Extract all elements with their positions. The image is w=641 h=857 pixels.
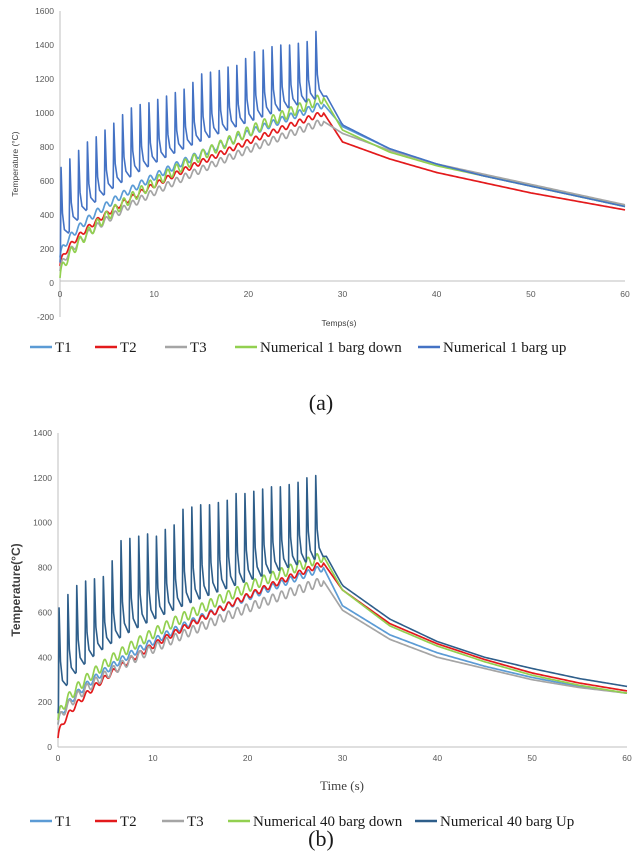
- series-line: [57, 553, 628, 721]
- y-tick-label: 400: [38, 652, 52, 662]
- x-tick-label: 40: [432, 289, 442, 299]
- y-tick-label: 0: [49, 278, 54, 288]
- series-line: [59, 94, 626, 278]
- series-line: [59, 119, 626, 272]
- x-tick-label: 60: [620, 289, 630, 299]
- y-tick-label: 200: [40, 244, 54, 254]
- y-tick-label: 1400: [35, 40, 54, 50]
- panel-b-x-axis-label: Time (s): [320, 778, 364, 793]
- y-tick-label: 1400: [33, 428, 52, 438]
- panel-a-y-axis-label: Temperature (°C): [10, 131, 20, 196]
- legend-label: T1: [55, 814, 72, 830]
- panel-a-x-axis-label: Temps(s): [322, 318, 357, 328]
- x-tick-label: 20: [243, 753, 253, 763]
- x-tick-label: 0: [56, 753, 61, 763]
- legend-label: Numerical 1 barg down: [260, 340, 402, 356]
- legend-label: T2: [120, 814, 137, 830]
- y-tick-label: 600: [40, 176, 54, 186]
- legend-label: T1: [55, 340, 72, 356]
- legend-label: Numerical 40 barg down: [253, 814, 403, 830]
- series-line: [57, 474, 628, 714]
- panel-b-y-axis-label: Temperature(°C): [9, 543, 23, 636]
- panel-a-y-ticks: -200 0 200 400 600 800 1000 1200 1400 1600: [35, 6, 54, 322]
- series-line: [57, 577, 628, 725]
- panel-b-x-ticks: 0 10 20 30 40 50 60: [56, 753, 632, 763]
- series-line: [59, 30, 626, 263]
- legend-label: Numerical 40 barg Up: [440, 814, 574, 830]
- y-tick-label: 800: [38, 563, 52, 573]
- panel-b-y-ticks: 0 200 400 600 800 1000 1200 1400: [33, 428, 52, 752]
- x-tick-label: 20: [244, 289, 254, 299]
- y-tick-label: 0: [47, 742, 52, 752]
- x-tick-label: 50: [527, 753, 537, 763]
- x-tick-label: 0: [58, 289, 63, 299]
- series-line: [59, 102, 626, 258]
- x-tick-label: 30: [338, 753, 348, 763]
- y-tick-label: 1600: [35, 6, 54, 16]
- panel-a: -200 0 200 400 600 800 1000 1200 1400 1600 0 10 20 3…: [10, 6, 630, 415]
- panel-a-legend: T1 T2 T3 Numerical 1 barg down Numerical 1 b…: [30, 340, 566, 356]
- y-tick-label: 600: [38, 607, 52, 617]
- x-tick-label: 10: [149, 289, 159, 299]
- x-tick-label: 50: [526, 289, 536, 299]
- y-tick-label: 1000: [33, 518, 52, 528]
- y-tick-label: 1200: [35, 74, 54, 84]
- x-tick-label: 30: [338, 289, 348, 299]
- x-tick-label: 40: [433, 753, 443, 763]
- y-tick-label: 200: [38, 697, 52, 707]
- series-line: [59, 111, 626, 267]
- legend-label: T3: [187, 814, 204, 830]
- panel-a-caption: (a): [309, 390, 333, 415]
- legend-label: Numerical 1 barg up: [443, 340, 566, 356]
- panel-b-caption: (b): [308, 826, 334, 851]
- x-tick-label: 60: [622, 753, 632, 763]
- y-tick-label: 400: [40, 210, 54, 220]
- legend-label: T3: [190, 340, 207, 356]
- y-tick-label: 800: [40, 142, 54, 152]
- panel-b-legend: T1 T2 T3 Numerical 40 barg down Numerical 40…: [30, 814, 574, 830]
- y-tick-label: -200: [37, 312, 54, 322]
- y-tick-label: 1000: [35, 108, 54, 118]
- x-tick-label: 10: [148, 753, 158, 763]
- panel-a-series: [59, 30, 626, 278]
- panel-a-x-ticks: 0 10 20 30 40 50 60: [58, 289, 630, 299]
- panel-b-series: [57, 474, 628, 739]
- legend-label: T2: [120, 340, 137, 356]
- y-tick-label: 1200: [33, 473, 52, 483]
